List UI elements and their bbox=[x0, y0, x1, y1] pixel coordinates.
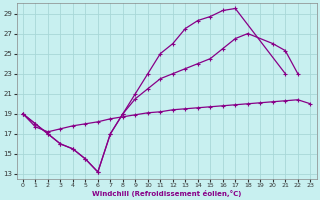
X-axis label: Windchill (Refroidissement éolien,°C): Windchill (Refroidissement éolien,°C) bbox=[92, 190, 241, 197]
